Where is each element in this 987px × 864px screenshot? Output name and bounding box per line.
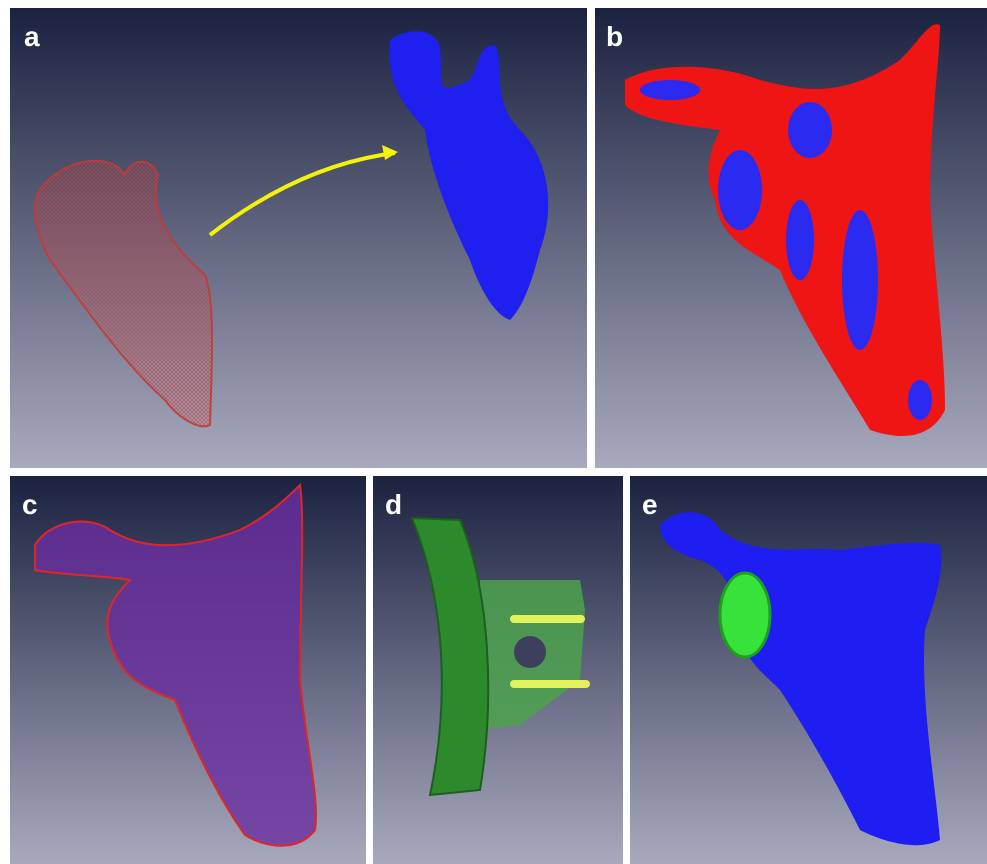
panel-label: a — [24, 21, 40, 52]
panel-a: a — [10, 8, 587, 468]
panel-c: c — [10, 476, 366, 864]
implant — [720, 573, 770, 657]
panel-label: d — [385, 489, 402, 520]
screw — [510, 680, 590, 688]
figure: a b c d e — [0, 0, 987, 864]
panel-label: c — [22, 489, 38, 520]
panel-label: e — [642, 489, 658, 520]
screw — [510, 615, 585, 623]
panel-d: d — [373, 476, 623, 864]
plate-hole — [514, 636, 546, 668]
panel-label: b — [606, 21, 623, 52]
panel-e: e — [630, 476, 987, 864]
panel-b: b — [595, 8, 987, 468]
